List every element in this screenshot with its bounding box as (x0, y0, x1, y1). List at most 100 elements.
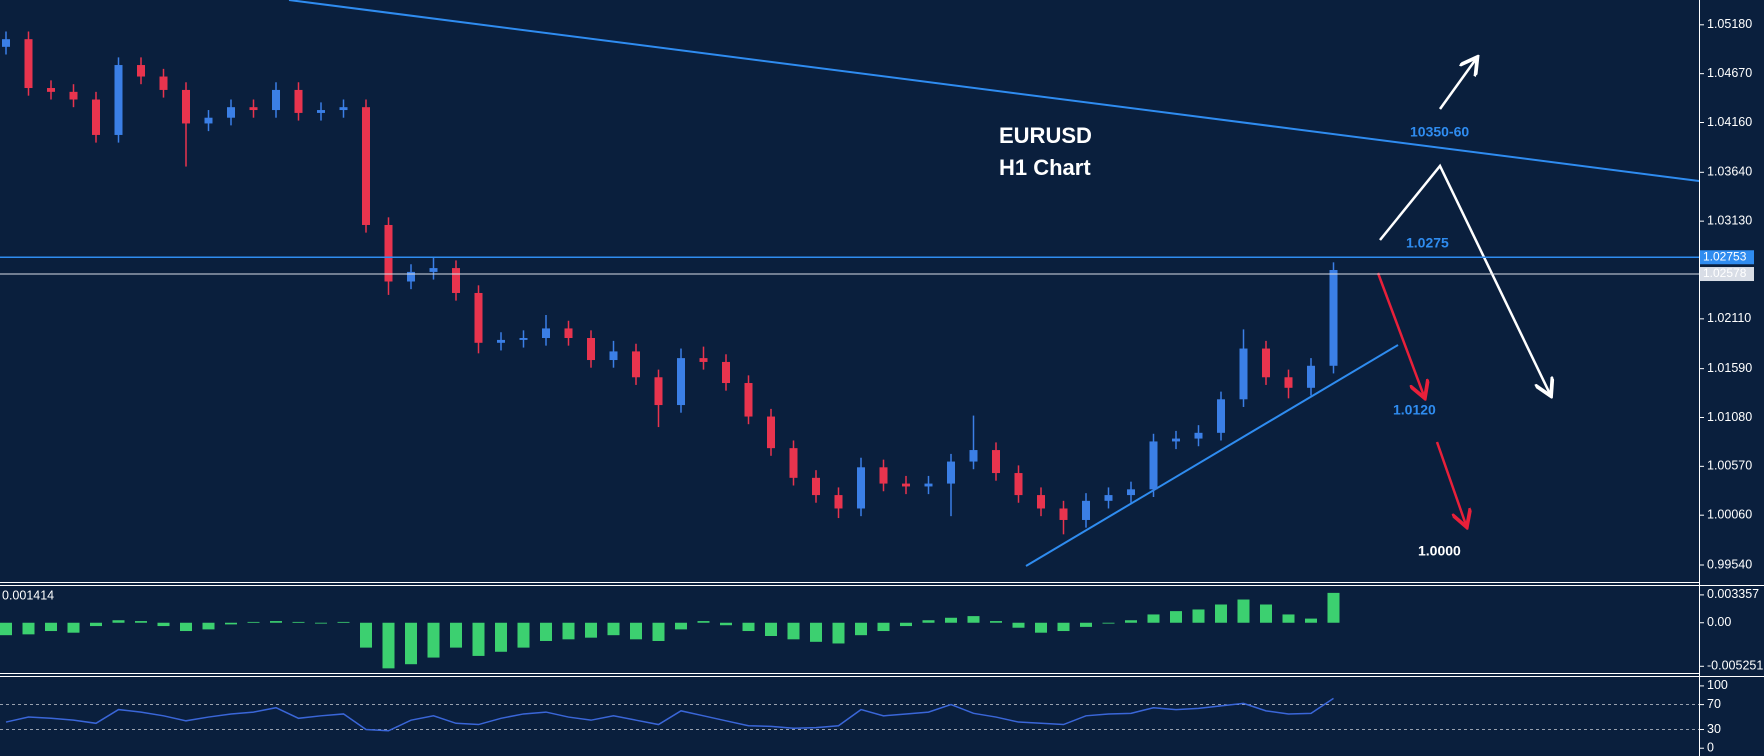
y-tick-label: -0.005251 (1707, 659, 1763, 673)
candle-body (159, 76, 168, 90)
y-tick-label: 100 (1707, 678, 1728, 692)
candle-body (294, 89, 303, 113)
histogram-bar (292, 621, 305, 623)
histogram-bar (1260, 604, 1272, 623)
histogram-bar (360, 622, 372, 648)
histogram-bar (1327, 592, 1340, 623)
histogram-bar (1237, 599, 1250, 623)
candle-body (542, 328, 550, 339)
histogram-bar (0, 622, 12, 636)
y-tick-label: 1.02110 (1707, 311, 1751, 325)
histogram-bar (157, 622, 170, 627)
candle-body (1149, 441, 1158, 490)
candle-body (924, 483, 933, 487)
candle-body (744, 383, 753, 417)
histogram-bar (135, 621, 147, 623)
histogram-bar (270, 621, 282, 623)
histogram-bar (562, 622, 575, 640)
histogram-bar (1305, 618, 1317, 623)
histogram-bar (855, 622, 867, 636)
histogram-bar (225, 622, 237, 625)
scenario-arrow (1379, 163, 1550, 394)
scenario-arrow (1435, 441, 1466, 525)
scenario-arrow (1376, 272, 1424, 396)
histogram-bar (315, 622, 327, 624)
candle-body (879, 467, 888, 484)
histogram-bar (900, 622, 912, 627)
candle-body (834, 495, 843, 509)
candle-body (969, 450, 978, 462)
chart-subtitle: H1 Chart (999, 155, 1091, 180)
y-tick-label: 1.01590 (1707, 361, 1752, 375)
histogram-bar (202, 622, 215, 630)
candle-body (789, 448, 798, 478)
histogram-bar (45, 622, 57, 632)
price-label-box (1700, 267, 1754, 282)
candle-body (407, 271, 415, 282)
candle-body (69, 91, 78, 100)
candle-body (519, 338, 528, 340)
candle-body (204, 117, 213, 124)
candle-body (24, 39, 33, 89)
candle-body (47, 88, 55, 92)
y-tick-label: 0 (1707, 741, 1714, 755)
y-tick-label: 1.04160 (1707, 115, 1752, 129)
candle-body (429, 268, 438, 272)
candle-body (474, 292, 483, 343)
y-tick-label: 1.04670 (1707, 66, 1752, 80)
candle-body (722, 361, 730, 384)
histogram-bar (697, 621, 710, 623)
candle-body (1127, 489, 1135, 496)
histogram-bar (517, 622, 530, 648)
price-label-box (1700, 250, 1754, 265)
candle-body (227, 107, 235, 118)
histogram-bar (945, 617, 957, 623)
histogram-bar (337, 621, 350, 623)
y-tick-label: 70 (1707, 697, 1721, 711)
y-tick-label: 0.00 (1707, 615, 1731, 629)
candle-body (632, 351, 640, 378)
histogram-bar (1080, 622, 1092, 627)
candle-body (362, 107, 370, 225)
histogram-bar (247, 621, 260, 623)
candle-body (1082, 500, 1090, 520)
histogram-bar (607, 622, 620, 636)
y-tick-label: 1.03130 (1707, 213, 1752, 227)
histogram-bar (720, 622, 732, 626)
candle-body (947, 461, 955, 484)
indicator-line (5, 697, 1334, 732)
candle-body (2, 39, 10, 47)
histogram-bar (495, 622, 507, 652)
y-tick-label: 1.00570 (1707, 459, 1752, 473)
histogram-bar (1012, 622, 1025, 628)
price-label: 1.02753 (1703, 249, 1747, 263)
histogram-bar (382, 622, 395, 669)
candle-body (452, 268, 460, 293)
y-tick-label: 1.00060 (1707, 507, 1752, 521)
histogram-bar (652, 622, 665, 641)
annotation: 1.0120 (1393, 402, 1436, 418)
histogram-bar (1282, 614, 1295, 623)
histogram-bar (22, 622, 35, 635)
candle-body (857, 467, 865, 509)
candle-body (1104, 495, 1113, 501)
candle-body (272, 89, 280, 111)
annotation: 1.0275 (1406, 235, 1449, 251)
histogram-bar (427, 622, 440, 658)
candle-body (587, 338, 595, 361)
histogram-bar (990, 621, 1002, 623)
candle-body (249, 107, 258, 111)
candle-body (1059, 508, 1068, 520)
candle-body (1014, 473, 1023, 496)
histogram-bar (1057, 622, 1070, 632)
macd-value-label: 0.001414 (2, 588, 54, 602)
y-tick-label: 1.05180 (1707, 17, 1752, 31)
histogram-bar (472, 622, 485, 656)
candle-body (677, 358, 685, 406)
candle-body (902, 483, 910, 487)
candle-body (1217, 399, 1225, 433)
histogram-bar (877, 622, 890, 632)
histogram-bar (1170, 611, 1182, 623)
histogram-bar (112, 620, 125, 623)
